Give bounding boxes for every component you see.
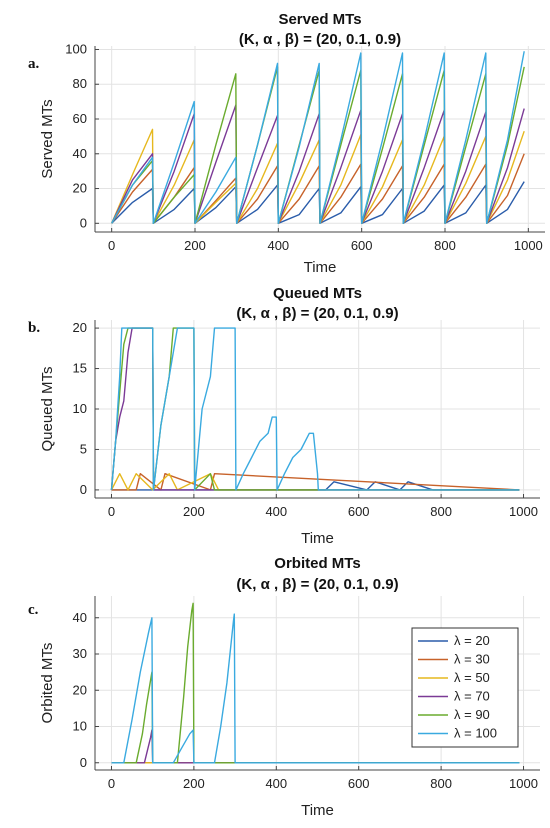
y-tick-label: 15 [73, 361, 87, 376]
y-tick-label: 10 [73, 719, 87, 734]
y-axis-label: Queued MTs [39, 366, 56, 451]
x-tick-label: 400 [265, 504, 287, 519]
panel-label: c. [28, 602, 39, 618]
x-tick-label: 200 [184, 238, 206, 253]
y-tick-label: 60 [73, 111, 87, 126]
x-tick-label: 1000 [509, 776, 538, 791]
x-tick-label: 800 [430, 776, 452, 791]
x-axis-label: Time [301, 802, 334, 819]
y-tick-label: 10 [73, 401, 87, 416]
legend-item-label: λ = 70 [454, 689, 490, 704]
chart-subtitle: (K, α , β) = (20, 0.1, 0.9) [236, 576, 398, 593]
legend-box [411, 627, 519, 748]
chart-title: Served MTs [278, 11, 361, 28]
y-tick-label: 40 [73, 146, 87, 161]
y-tick-label: 0 [80, 755, 87, 770]
x-tick-label: 400 [267, 238, 289, 253]
legend: λ = 20 λ = 30 λ = 50 λ = 70 λ = 90 λ = 100 [411, 627, 519, 748]
y-tick-label: 0 [80, 482, 87, 497]
x-tick-label: 800 [434, 238, 456, 253]
series-line-6 [111, 613, 520, 764]
chart-panel-2: Queued MTs (K, α , β) = (20, 0.1, 0.9) b. 0… [28, 285, 540, 547]
series-line-5 [111, 602, 520, 764]
series-line-1 [111, 481, 520, 491]
y-axis-label: Orbited MTs [39, 643, 56, 724]
chart-panel-3: Orbited MTs (K, α , β) = (20, 0.1, 0.9) c.… [28, 555, 540, 819]
y-tick-label: 30 [73, 646, 87, 661]
x-tick-label: 200 [183, 776, 205, 791]
panel-label: a. [28, 56, 40, 72]
x-tick-label: 200 [183, 504, 205, 519]
legend-item-label: λ = 30 [454, 652, 490, 667]
x-axis-label: Time [301, 530, 334, 547]
chart-panel-1: Served MTs (K, α , β) = (20, 0.1, 0.9) a. 0… [28, 11, 545, 276]
y-tick-label: 5 [80, 441, 87, 456]
x-tick-label: 0 [108, 776, 115, 791]
y-tick-label: 0 [80, 215, 87, 230]
x-tick-label: 1000 [509, 504, 538, 519]
y-tick-label: 20 [73, 181, 87, 196]
y-tick-label: 20 [73, 682, 87, 697]
legend-item-label: λ = 50 [454, 670, 490, 685]
chart-title: Orbited MTs [274, 555, 360, 572]
x-tick-label: 1000 [514, 238, 543, 253]
y-tick-label: 20 [73, 320, 87, 335]
x-tick-label: 600 [351, 238, 373, 253]
y-tick-label: 100 [65, 41, 87, 56]
x-tick-label: 0 [108, 238, 115, 253]
y-tick-label: 40 [73, 610, 87, 625]
series-line-2 [111, 473, 520, 491]
x-axis-label: Time [304, 259, 337, 276]
x-tick-label: 600 [348, 504, 370, 519]
chart-subtitle: (K, α , β) = (20, 0.1, 0.9) [239, 31, 401, 48]
x-tick-label: 0 [108, 504, 115, 519]
series-line-6 [110, 327, 520, 491]
y-tick-label: 80 [73, 76, 87, 91]
y-axis-label: Served MTs [39, 99, 56, 178]
x-tick-label: 800 [430, 504, 452, 519]
series-line-6 [111, 51, 525, 225]
chart-title: Queued MTs [273, 285, 362, 302]
series-line-5 [111, 66, 525, 225]
legend-item-label: λ = 100 [454, 726, 497, 741]
x-tick-label: 400 [265, 776, 287, 791]
legend-item-label: λ = 90 [454, 707, 490, 722]
chart-subtitle: (K, α , β) = (20, 0.1, 0.9) [236, 305, 398, 322]
x-tick-label: 600 [348, 776, 370, 791]
series-line-3 [110, 473, 520, 491]
legend-item-label: λ = 20 [454, 633, 490, 648]
panel-label: b. [28, 320, 40, 336]
